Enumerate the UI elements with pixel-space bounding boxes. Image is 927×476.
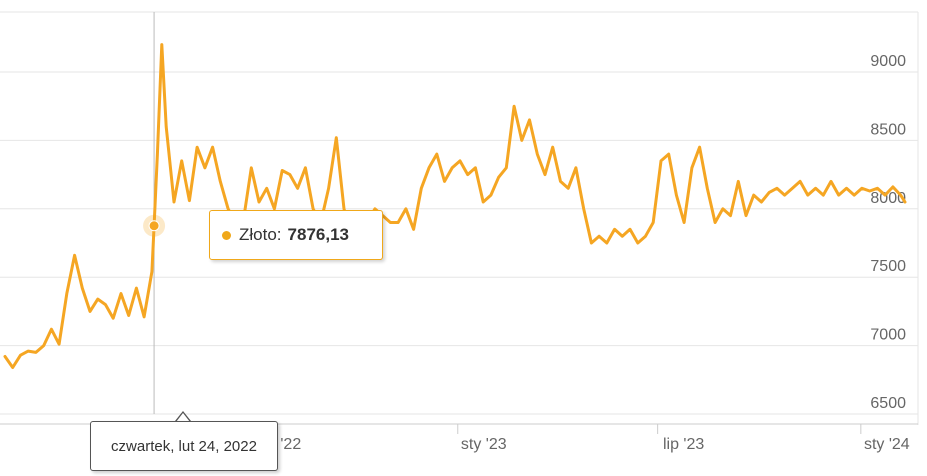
y-tick-label: 9000 xyxy=(870,53,906,70)
y-tick-label: 7500 xyxy=(870,258,906,275)
x-axis-labels: lip '22 sty '23 lip '23 sty '24 xyxy=(260,436,910,453)
series-line-zloto[interactable] xyxy=(3,43,907,369)
x-tick-label: sty '24 xyxy=(864,436,910,453)
y-tick-label: 6500 xyxy=(870,395,906,412)
tooltip-value: 7876,13 xyxy=(287,225,349,244)
hover-date-label: czwartek, lut 24, 2022 xyxy=(90,421,278,471)
series-color-dot-icon xyxy=(222,230,231,240)
x-axis-ticks xyxy=(254,424,862,434)
x-tick-label: lip '23 xyxy=(663,436,704,453)
x-tick-label: sty '23 xyxy=(461,436,507,453)
grid-lines xyxy=(0,71,918,415)
y-tick-label: 8500 xyxy=(870,121,906,138)
hover-tooltip: Złoto: 7876,13 xyxy=(209,210,383,260)
hover-point[interactable] xyxy=(148,220,160,232)
y-axis-labels: 6500 7000 7500 8000 8500 9000 xyxy=(870,53,906,412)
tooltip-series-label: Złoto: xyxy=(239,225,282,244)
y-tick-label: 7000 xyxy=(870,327,906,344)
y-tick-label: 8000 xyxy=(870,190,906,207)
date-box-arrow-fill xyxy=(176,413,190,422)
